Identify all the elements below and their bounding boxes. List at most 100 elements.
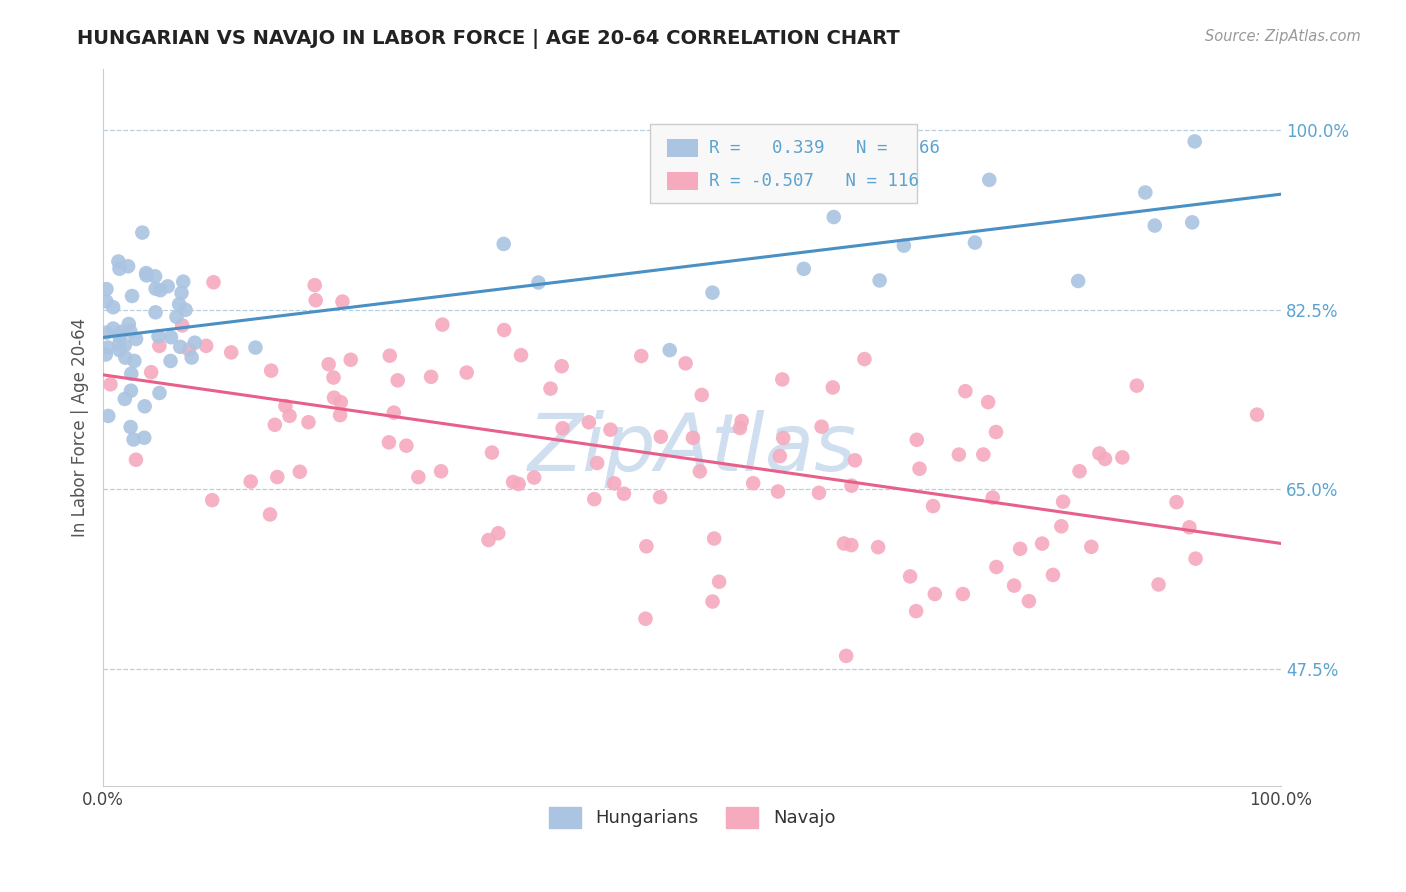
Point (1184, 135, 1206, 149)
Point (219, 345, 242, 359)
Point (114, 351, 136, 365)
Point (124, 354, 146, 368)
Point (318, 357, 340, 371)
Point (502, 475, 524, 489)
Point (675, 356, 697, 370)
Point (143, 269, 166, 284)
Point (329, 395, 352, 409)
Point (432, 318, 454, 332)
Point (120, 324, 142, 338)
Point (134, 431, 156, 445)
Point (145, 305, 167, 319)
Point (170, 285, 193, 300)
Point (378, 349, 401, 363)
Text: R = -0.507   N = 116: R = -0.507 N = 116 (709, 172, 918, 190)
Point (108, 261, 131, 276)
Point (948, 448, 970, 462)
Text: R =   0.339   N =   66: R = 0.339 N = 66 (709, 139, 939, 157)
Point (274, 399, 297, 413)
Point (586, 456, 609, 470)
Point (121, 289, 143, 303)
Point (636, 539, 658, 553)
Point (263, 417, 285, 432)
Point (1135, 186, 1157, 200)
Point (202, 275, 225, 289)
Point (239, 475, 262, 489)
Point (510, 348, 533, 362)
Point (1067, 274, 1090, 288)
Point (382, 406, 405, 420)
Point (972, 448, 994, 462)
Point (145, 282, 167, 296)
Point (1031, 536, 1053, 550)
Point (707, 574, 730, 589)
Point (100, 377, 122, 392)
Point (131, 226, 153, 240)
Point (905, 604, 928, 618)
Point (540, 382, 562, 396)
Point (118, 317, 141, 331)
Point (986, 560, 1008, 574)
Point (177, 343, 200, 357)
Point (689, 464, 711, 478)
Point (868, 540, 890, 554)
Point (893, 238, 915, 252)
Point (456, 366, 478, 380)
Point (304, 278, 326, 293)
Point (201, 493, 224, 508)
Point (908, 461, 931, 475)
Point (1111, 450, 1133, 465)
Point (1002, 578, 1025, 592)
Point (305, 293, 328, 308)
Point (683, 188, 706, 202)
Point (905, 433, 928, 447)
Point (387, 373, 409, 387)
Point (245, 341, 267, 355)
Point (97, 341, 120, 355)
Point (1147, 577, 1170, 591)
Point (963, 235, 986, 250)
Point (288, 465, 311, 479)
Point (731, 414, 754, 428)
Point (172, 318, 194, 333)
Point (108, 343, 131, 358)
Point (599, 423, 621, 437)
Text: ZipAtlas: ZipAtlas (527, 410, 856, 488)
Point (1094, 452, 1116, 467)
Point (1246, 408, 1268, 422)
Point (807, 485, 830, 500)
Point (1126, 378, 1149, 392)
Point (167, 297, 190, 311)
Point (135, 268, 157, 283)
Point (835, 648, 858, 663)
Point (114, 338, 136, 352)
Point (742, 476, 765, 491)
Point (650, 430, 672, 444)
Point (702, 594, 724, 608)
Y-axis label: In Labor Force | Age 20-64: In Labor Force | Age 20-64 (72, 318, 89, 537)
Point (297, 415, 319, 429)
Point (898, 569, 921, 583)
Point (139, 365, 162, 379)
Point (690, 388, 713, 402)
Point (630, 349, 652, 363)
Point (125, 332, 148, 346)
Point (148, 339, 170, 353)
Point (120, 367, 142, 381)
Point (120, 420, 142, 434)
Point (844, 453, 866, 467)
Point (166, 310, 188, 324)
Point (323, 391, 346, 405)
Point (260, 364, 283, 378)
Point (125, 452, 148, 467)
Point (278, 409, 301, 423)
Point (378, 435, 401, 450)
Point (682, 431, 704, 445)
Point (149, 283, 172, 297)
Point (924, 587, 946, 601)
Point (477, 533, 499, 547)
Point (1018, 594, 1040, 608)
Point (180, 351, 202, 365)
Point (184, 335, 207, 350)
Point (793, 261, 815, 276)
